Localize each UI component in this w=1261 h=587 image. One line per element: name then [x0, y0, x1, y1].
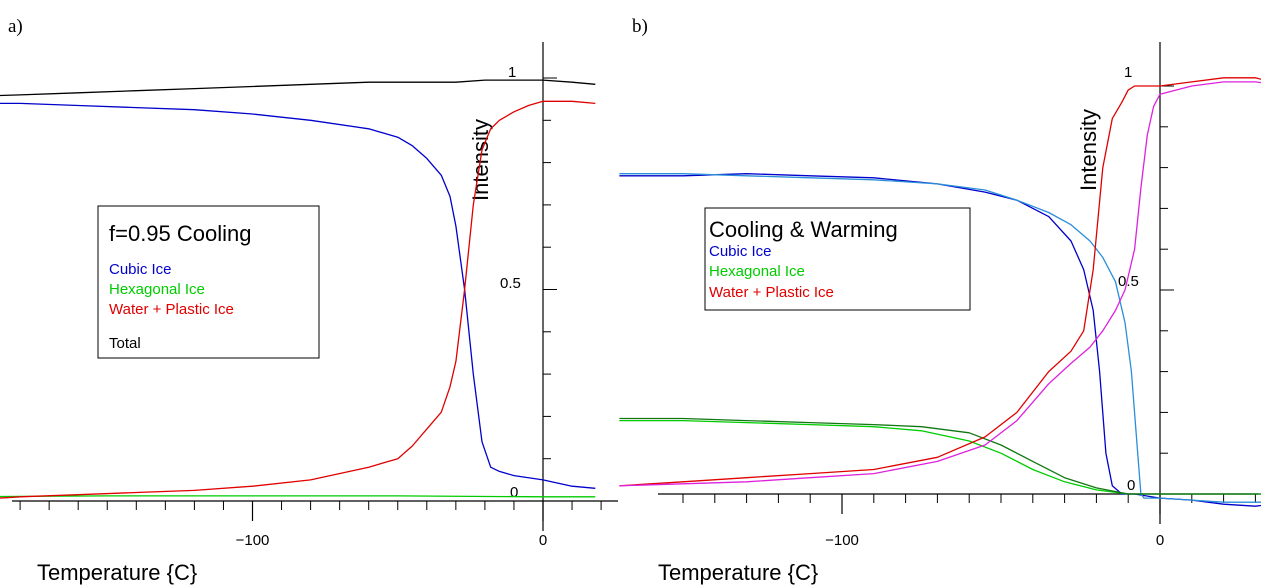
x-tick-label: −100: [825, 532, 859, 549]
legend-box: [704, 207, 971, 311]
y-tick-label: 0: [510, 484, 518, 501]
panel-label: b): [632, 16, 648, 37]
y-tick-label: 1: [508, 64, 516, 81]
legend-entry: Cubic Ice: [709, 243, 772, 260]
series-line-unlabeled: [619, 417, 1261, 495]
y-axis-label: Intensity: [1076, 109, 1101, 191]
series-line-unlabeled: [619, 173, 1261, 503]
y-tick-label: 0: [1127, 477, 1135, 494]
series-line-total: [0, 79, 596, 97]
legend-entry: Water + Plastic Ice: [709, 284, 834, 301]
series-line-water-plastic-ice: [0, 100, 596, 499]
legend-entry: Hexagonal Ice: [109, 281, 205, 298]
legend-title: Cooling & Warming: [709, 217, 898, 242]
series-line-hexagonal-ice: [0, 495, 596, 498]
y-tick-label: 1: [1124, 64, 1132, 81]
legend-title: f=0.95 Cooling: [109, 221, 252, 246]
x-tick-label: 0: [1156, 532, 1164, 549]
series-line-cubic-ice: [0, 102, 596, 489]
y-tick-label: 0.5: [1118, 273, 1139, 290]
series-line-water-plastic-ice: [619, 77, 1261, 487]
y-tick-label: 0.5: [500, 275, 521, 292]
panel-label: a): [8, 16, 23, 37]
legend-box: [97, 205, 320, 359]
x-tick-label: −100: [236, 532, 270, 549]
chart-panel-b: b) −100 0 0 0.5 1 Temperature {C} Intensity Cool…: [619, 16, 1261, 585]
legend-entry: Hexagonal Ice: [709, 263, 805, 280]
legend-entry: Total: [109, 335, 141, 352]
x-tick-label: 0: [539, 532, 547, 549]
x-axis-label: Temperature {C}: [37, 560, 197, 585]
legend-entry: Cubic Ice: [109, 261, 172, 278]
series-line-unlabeled: [619, 81, 1261, 487]
x-axis-label: Temperature {C}: [658, 560, 818, 585]
legend-entry: Water + Plastic Ice: [109, 301, 234, 318]
